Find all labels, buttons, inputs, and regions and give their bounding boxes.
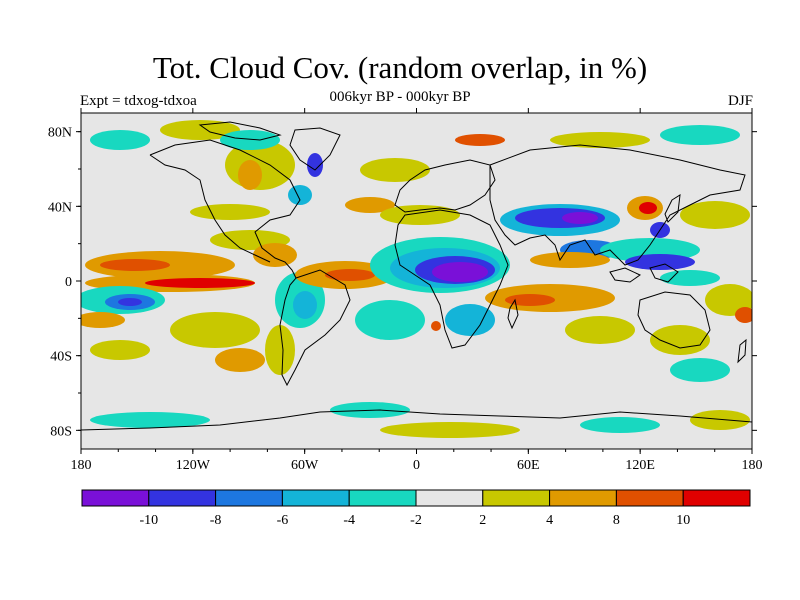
colorbar-swatch: [415, 489, 484, 507]
anomaly-area: [530, 252, 610, 268]
anomaly-area: [455, 134, 505, 146]
colorbar-label: -10: [139, 513, 158, 528]
anomaly-area: [90, 130, 150, 150]
colorbar-swatch: [682, 489, 751, 507]
x-tick-label: 120W: [176, 458, 211, 473]
anomaly-area: [90, 340, 150, 360]
anomaly-area: [660, 125, 740, 145]
colorbar-label: -6: [277, 513, 289, 528]
x-tick-label: 0: [413, 458, 420, 473]
anomaly-area: [90, 412, 210, 428]
colorbar-label: -2: [410, 513, 422, 528]
coastline: [737, 338, 747, 364]
x-tick-label: 120E: [625, 458, 655, 473]
colorbar-swatch: [215, 489, 283, 507]
coastline: [149, 154, 271, 263]
anomaly-area: [562, 212, 598, 224]
map-subtitle: 006kyr BP - 000kyr BP: [329, 89, 471, 105]
x-tick-label: 180: [742, 458, 763, 473]
anomaly-area: [265, 325, 295, 375]
coastline: [149, 139, 301, 279]
colorbar-swatch: [348, 489, 417, 507]
colorbar-label: 8: [613, 513, 620, 528]
coastline: [394, 209, 509, 349]
colorbar-label: -4: [343, 513, 355, 528]
coastline: [489, 144, 746, 266]
coastline: [609, 267, 641, 283]
anomaly-area: [680, 201, 750, 229]
colorbar-swatch: [549, 489, 617, 507]
anomaly-area: [118, 298, 142, 306]
anomaly-area: [238, 160, 262, 190]
anomaly-area: [580, 417, 660, 433]
y-tick-label: 80N: [48, 126, 72, 141]
coastline: [394, 159, 496, 213]
coastline: [289, 127, 341, 171]
anomaly-area: [360, 158, 430, 182]
anomaly-area: [160, 120, 240, 140]
anomaly-area: [220, 130, 280, 150]
anomaly-area: [145, 278, 255, 288]
anomaly-area: [735, 307, 752, 323]
coastline: [637, 291, 711, 349]
map-title: Tot. Cloud Cov. (random overlap, in %): [152, 50, 648, 85]
anomaly-area: [345, 197, 395, 213]
anomaly-area: [325, 269, 375, 281]
anomaly-area: [215, 348, 265, 372]
anomaly-area: [170, 312, 260, 348]
anomaly-area: [639, 202, 657, 214]
season-label: DJF: [727, 93, 753, 109]
colorbar: -10 -8 -6 -4 -2 2 4 8 10: [81, 489, 751, 528]
anomaly-area: [650, 325, 710, 355]
x-tick-label: 60W: [291, 458, 319, 473]
colorbar-swatch: [615, 489, 684, 507]
colorbar-label: -8: [210, 513, 222, 528]
anomaly-area: [670, 358, 730, 382]
anomaly-area: [660, 270, 720, 286]
y-tick-label: 40S: [50, 350, 72, 365]
anomaly-area: [288, 185, 312, 205]
anomaly-area: [355, 300, 425, 340]
coastline: [507, 298, 519, 330]
y-tick-label: 0: [65, 275, 72, 290]
x-tick-label: 60E: [517, 458, 540, 473]
anomaly-area: [550, 132, 650, 148]
anomaly-area: [505, 294, 555, 306]
anomaly-area: [380, 422, 520, 438]
colorbar-swatch: [482, 489, 551, 507]
y-tick-label: 40N: [48, 200, 72, 215]
anomaly-area: [190, 204, 270, 220]
colorbar-swatch: [148, 489, 217, 507]
map-axes: 180 120W 60W 0 60E 120E 180 80N 40N 0 40S 80S: [48, 108, 763, 473]
anomaly-area: [307, 153, 323, 177]
anomaly-area: [380, 205, 460, 225]
colorbar-label: 2: [479, 513, 486, 528]
anomaly-area: [690, 410, 750, 430]
anomaly-area: [625, 254, 695, 270]
anomaly-area: [445, 304, 495, 336]
coastline: [279, 269, 351, 387]
colorbar-label: 10: [676, 513, 690, 528]
coastline: [81, 409, 752, 431]
anomaly-area: [100, 259, 170, 271]
colorbar-swatch: [81, 489, 150, 507]
coastline: [664, 194, 681, 223]
coastlines: [81, 121, 752, 431]
coastline: [649, 263, 679, 283]
coastline: [198, 121, 282, 141]
anomaly-area: [293, 291, 317, 319]
anomaly-area: [431, 321, 441, 331]
anomaly-area: [432, 262, 488, 282]
y-tick-label: 80S: [50, 424, 72, 439]
anomaly-area: [253, 243, 297, 267]
colorbar-label: 4: [546, 513, 553, 528]
anomaly-area: [81, 312, 125, 328]
colorbar-swatch: [281, 489, 350, 507]
anomaly-area: [565, 316, 635, 344]
x-tick-label: 180: [71, 458, 92, 473]
experiment-label: Expt = tdxog-tdxoa: [80, 93, 197, 109]
